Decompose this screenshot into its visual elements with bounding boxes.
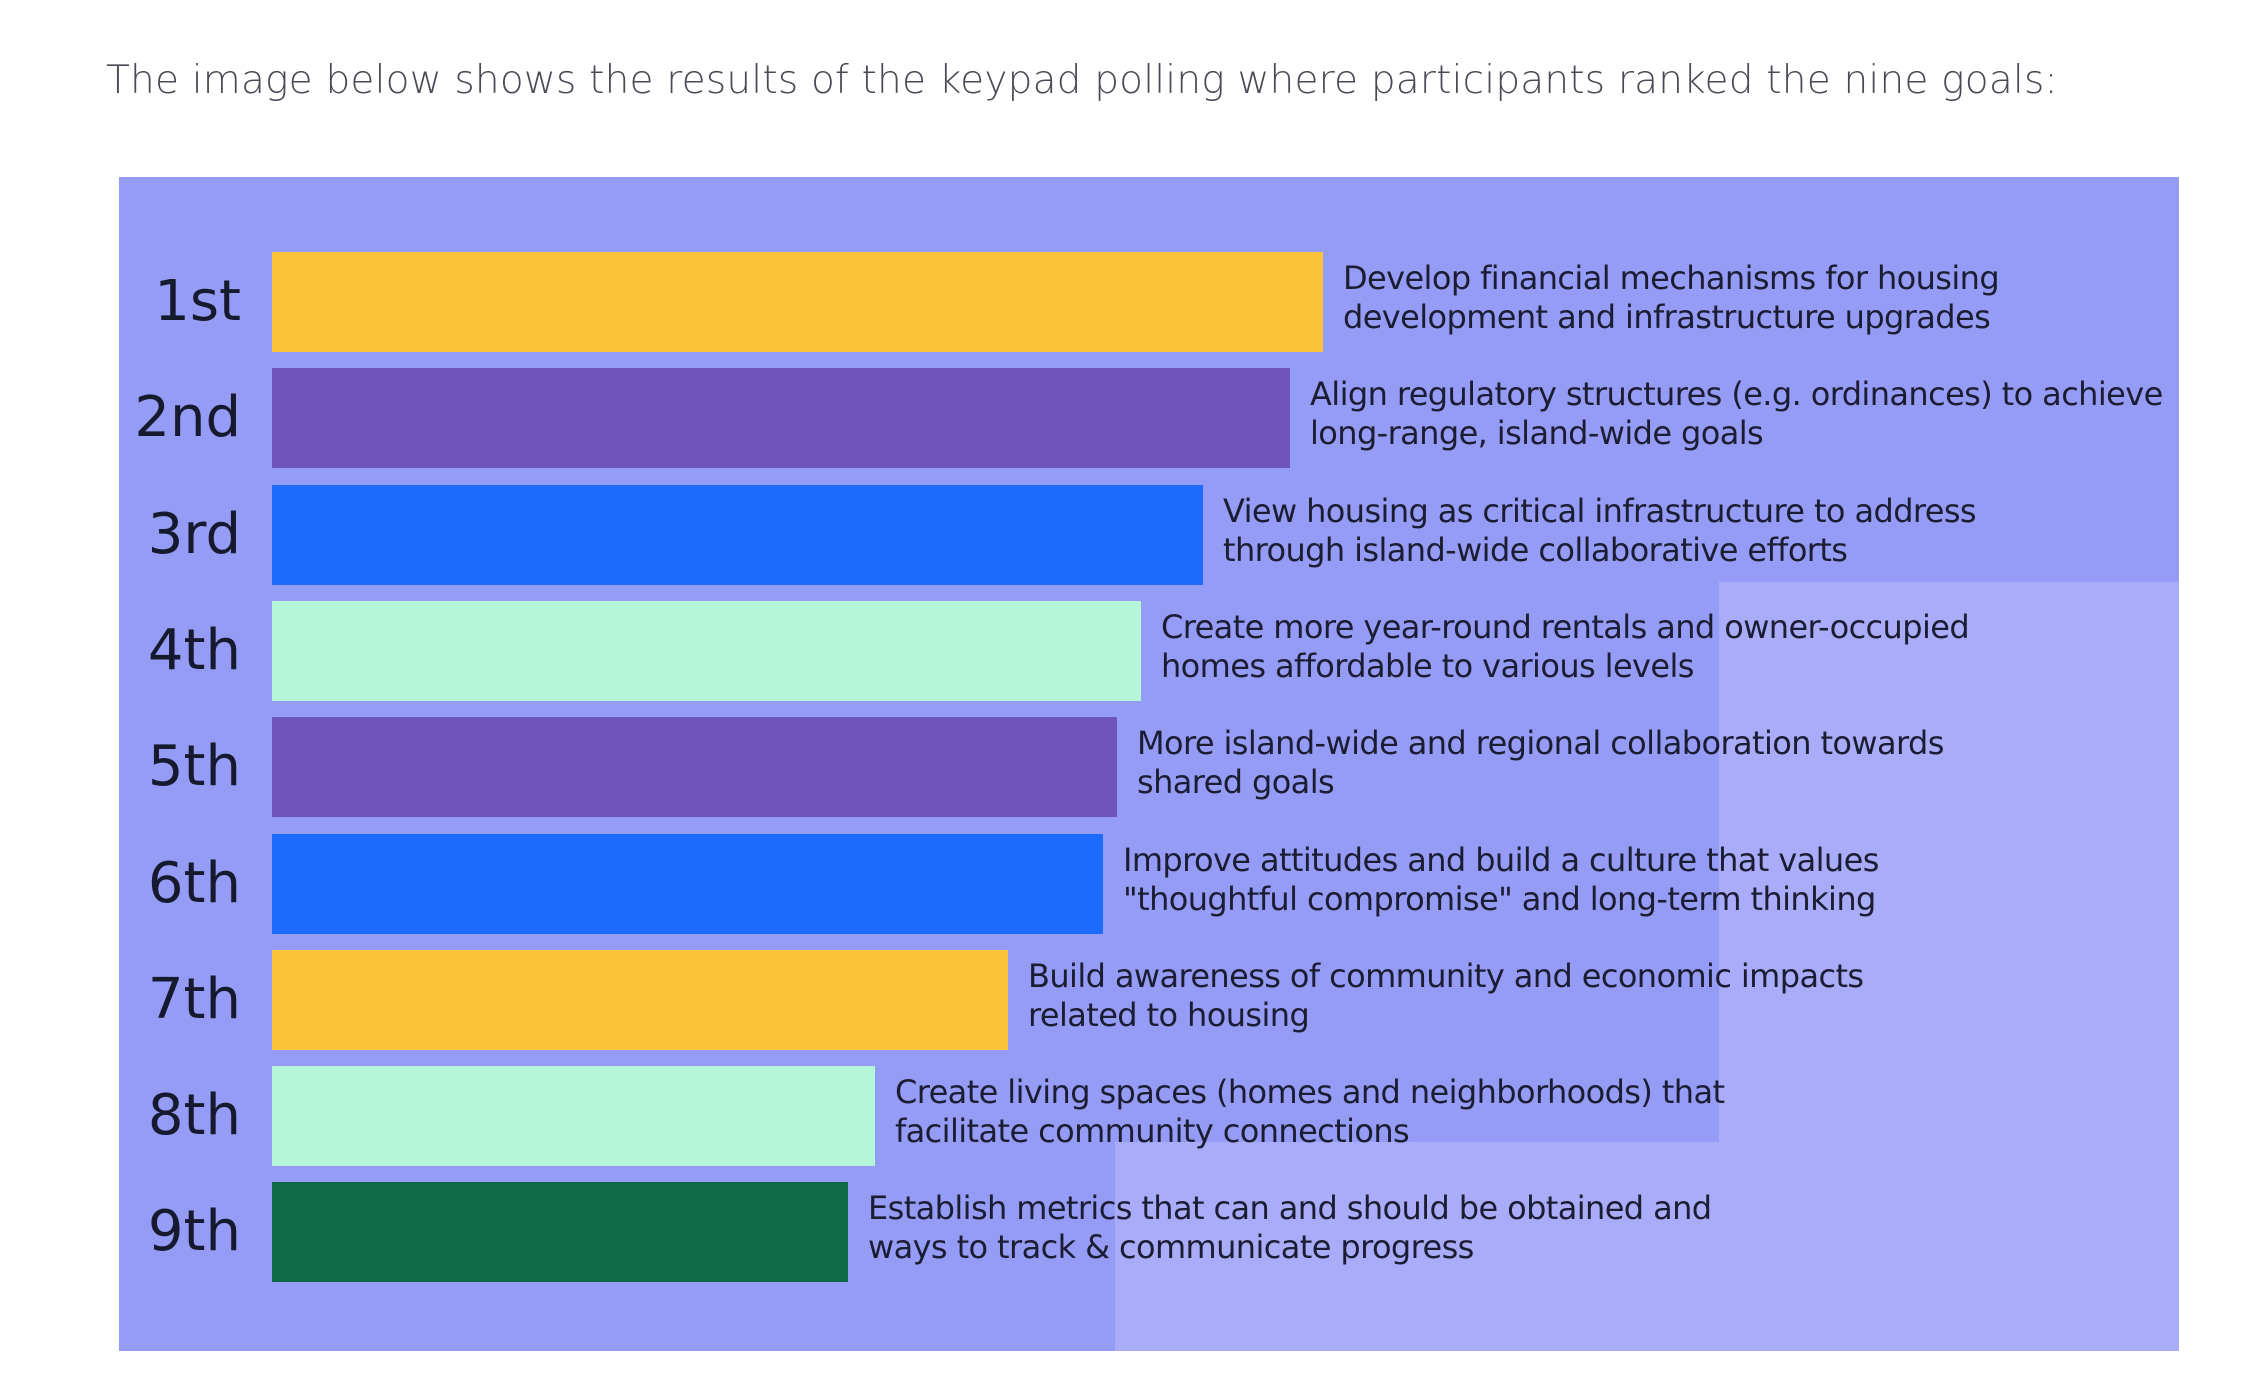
goal-label-line: homes affordable to various levels [1161,647,1694,685]
goal-label: More island-wide and regional collaborat… [1137,724,1944,802]
panel-light-region-lower [1115,1142,2179,1351]
ranking-chart: 1st Develop financial mechanisms for hous… [119,177,2179,1351]
goal-label: Create more year-round rentals and owner… [1161,608,1970,686]
rank-label: 1st [154,269,241,334]
goal-label: Create living spaces (homes and neighbor… [895,1073,1725,1151]
goal-label-line: related to housing [1028,996,1310,1034]
goal-label-line: shared goals [1137,763,1335,801]
goal-label-line: ways to track & communicate progress [868,1228,1474,1266]
goal-label-line: Improve attitudes and build a culture th… [1123,841,1879,879]
goal-label: Build awareness of community and economi… [1028,957,1864,1035]
bar [272,601,1141,701]
goal-label-line: "thoughtful compromise" and long-term th… [1123,880,1876,918]
bar [272,485,1203,585]
rank-label: 2nd [134,385,241,450]
goal-label: Improve attitudes and build a culture th… [1123,841,1879,919]
goal-label-line: through island-wide collaborative effort… [1223,531,1848,569]
rank-label: 8th [147,1083,241,1148]
goal-label-line: More island-wide and regional collaborat… [1137,724,1944,762]
goal-label-line: Develop financial mechanisms for housing [1343,259,2000,297]
goal-label-line: facilitate community connections [895,1112,1410,1150]
goal-label-line: View housing as critical infrastructure … [1223,492,1977,530]
bar [272,368,1290,468]
goal-label: Align regulatory structures (e.g. ordina… [1310,375,2163,453]
goal-label-line: Create living spaces (homes and neighbor… [895,1073,1725,1111]
goal-label-line: Create more year-round rentals and owner… [1161,608,1970,646]
goal-label-line: Align regulatory structures (e.g. ordina… [1310,375,2163,413]
bar [272,717,1117,817]
goal-label: Develop financial mechanisms for housing… [1343,259,2000,337]
rank-label: 3rd [147,502,241,567]
goal-label: View housing as critical infrastructure … [1223,492,1977,570]
rank-label: 6th [147,851,241,916]
bar [272,950,1008,1050]
bar [272,834,1103,934]
intro-text: The image below shows the results of the… [106,58,2058,103]
rank-label: 9th [147,1199,241,1264]
goal-label-line: long-range, island-wide goals [1310,414,1764,452]
goal-label-line: Establish metrics that can and should be… [868,1189,1712,1227]
goal-label: Establish metrics that can and should be… [868,1189,1712,1267]
bar [272,1066,875,1166]
goal-label-line: development and infrastructure upgrades [1343,298,1991,336]
rank-label: 4th [147,618,241,683]
goal-label-line: Build awareness of community and economi… [1028,957,1864,995]
bar [272,252,1323,352]
bar [272,1182,848,1282]
rank-label: 5th [147,734,241,799]
rank-label: 7th [147,967,241,1032]
